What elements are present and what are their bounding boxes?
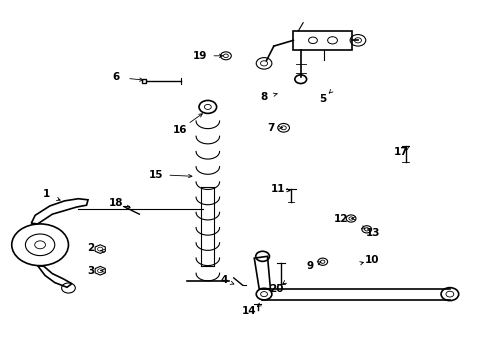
- Text: 16: 16: [172, 125, 187, 135]
- Text: 11: 11: [270, 184, 285, 194]
- Text: 5: 5: [319, 94, 325, 104]
- Text: 12: 12: [333, 214, 348, 224]
- Text: 18: 18: [109, 198, 123, 208]
- Text: 4: 4: [220, 275, 227, 285]
- Text: 15: 15: [149, 170, 163, 180]
- Text: 17: 17: [393, 147, 407, 157]
- Text: 13: 13: [365, 228, 380, 238]
- Text: 19: 19: [193, 51, 207, 61]
- Text: 14: 14: [242, 306, 256, 316]
- Text: 7: 7: [267, 123, 275, 133]
- Text: 9: 9: [306, 261, 313, 271]
- Text: 10: 10: [364, 255, 378, 265]
- Text: 3: 3: [87, 266, 94, 276]
- Bar: [293, 31, 351, 50]
- Text: 20: 20: [268, 284, 283, 294]
- Text: 1: 1: [43, 189, 50, 199]
- Text: 6: 6: [113, 72, 120, 82]
- Text: 8: 8: [260, 92, 267, 102]
- Text: 2: 2: [87, 243, 94, 253]
